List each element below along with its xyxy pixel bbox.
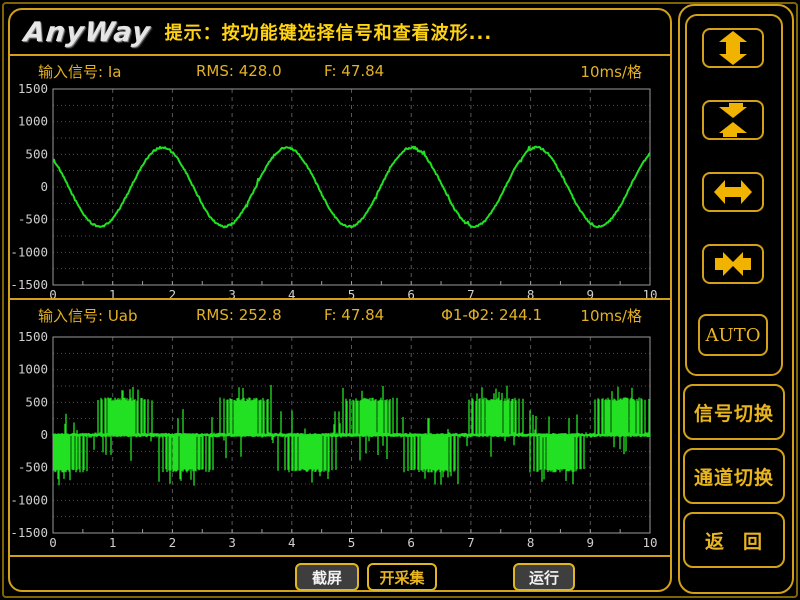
panel2-header: 输入信号: Uab RMS: 252.8 F: 47.84 Φ1-Φ2: 244… [12, 304, 654, 326]
svg-text:7: 7 [467, 535, 475, 550]
expand-horizontal-button[interactable] [702, 172, 764, 212]
svg-text:6: 6 [407, 535, 415, 550]
svg-text:1000: 1000 [18, 114, 48, 129]
svg-text:8: 8 [527, 535, 535, 550]
footer-divider [10, 555, 670, 557]
back-button[interactable]: 返 回 [683, 512, 785, 568]
main-frame: AnyWay 提示：按功能键选择信号和查看波形... 输入信号: Ia RMS:… [8, 8, 672, 592]
waveform-trace [53, 145, 651, 229]
svg-text:0: 0 [40, 179, 48, 194]
svg-text:10: 10 [642, 535, 657, 550]
svg-text:0: 0 [40, 427, 48, 442]
panel1-timebase: 10ms/格 [580, 62, 642, 81]
prompt-message: 提示：按功能键选择信号和查看波形... [164, 23, 493, 44]
svg-text:500: 500 [25, 146, 48, 161]
svg-text:9: 9 [587, 535, 595, 550]
svg-text:-500: -500 [18, 460, 48, 475]
panel1-signal-label: 输入信号: Ia [38, 62, 122, 81]
svg-text:-1500: -1500 [10, 277, 48, 292]
svg-text:3: 3 [228, 287, 236, 300]
svg-text:-1500: -1500 [10, 525, 48, 540]
svg-text:1: 1 [109, 287, 117, 300]
channel-switch-button[interactable]: 通道切换 [683, 448, 785, 504]
svg-text:1500: 1500 [18, 81, 48, 96]
sidebar: AUTO 信号切换 通道切换 返 回 [678, 4, 794, 594]
svg-text:500: 500 [25, 394, 48, 409]
svg-text:6: 6 [407, 287, 415, 300]
svg-text:2: 2 [169, 287, 177, 300]
panel2-timebase: 10ms/格 [580, 306, 642, 325]
panel1-rms-value: RMS: 428.0 [196, 62, 282, 80]
expand-vertical-button[interactable] [702, 28, 764, 68]
waveform-trace [52, 384, 651, 486]
svg-text:8: 8 [527, 287, 535, 300]
svg-text:9: 9 [587, 287, 595, 300]
screenshot-button[interactable]: 截屏 [295, 563, 359, 591]
zoom-button-group: AUTO [685, 14, 783, 376]
panel-divider [10, 298, 670, 300]
svg-text:2: 2 [169, 535, 177, 550]
compress-horizontal-button[interactable] [702, 244, 764, 284]
header-bar: AnyWay 提示：按功能键选择信号和查看波形... [10, 10, 670, 56]
run-button[interactable]: 运行 [513, 563, 575, 591]
expand-vertical-icon [719, 31, 747, 65]
svg-text:5: 5 [348, 287, 356, 300]
panel2-signal-label: 输入信号: Uab [38, 306, 138, 325]
svg-text:10: 10 [642, 287, 657, 300]
svg-text:0: 0 [49, 535, 57, 550]
panel2-phase-value: Φ1-Φ2: 244.1 [441, 306, 542, 324]
compress-horizontal-icon [715, 252, 751, 276]
signal-switch-button[interactable]: 信号切换 [683, 384, 785, 440]
svg-text:4: 4 [288, 535, 296, 550]
svg-text:0: 0 [49, 287, 57, 300]
expand-horizontal-icon [714, 180, 752, 204]
svg-text:-1000: -1000 [10, 244, 48, 259]
svg-text:1: 1 [109, 535, 117, 550]
auto-button[interactable]: AUTO [698, 314, 768, 356]
svg-text:-1000: -1000 [10, 492, 48, 507]
back-label-left: 返 [705, 530, 726, 553]
panel2-rms-value: RMS: 252.8 [196, 306, 282, 324]
compress-vertical-icon [719, 103, 747, 137]
anyway-logo: AnyWay [22, 16, 153, 48]
panel2-freq-value: F: 47.84 [324, 306, 385, 324]
back-label-right: 回 [742, 530, 763, 553]
compress-vertical-button[interactable] [702, 100, 764, 140]
start-capture-button[interactable]: 开采集 [367, 563, 437, 591]
svg-text:3: 3 [228, 535, 236, 550]
svg-text:5: 5 [348, 535, 356, 550]
svg-text:4: 4 [288, 287, 296, 300]
svg-text:1500: 1500 [18, 329, 48, 344]
svg-text:7: 7 [467, 287, 475, 300]
panel1-header: 输入信号: Ia RMS: 428.0 F: 47.84 10ms/格 [12, 60, 654, 82]
panel1-freq-value: F: 47.84 [324, 62, 385, 80]
svg-text:-500: -500 [18, 212, 48, 227]
svg-text:1000: 1000 [18, 362, 48, 377]
